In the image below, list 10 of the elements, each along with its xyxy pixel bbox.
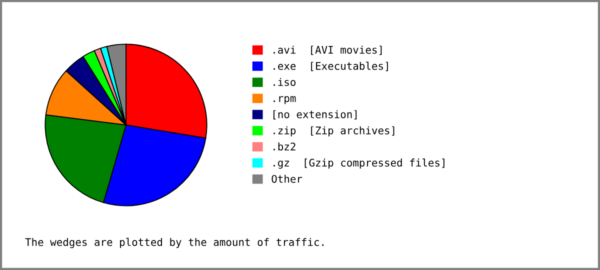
legend-label: .bz2 — [274, 142, 296, 150]
legend-label: .exe [Executables] — [274, 62, 388, 72]
legend-label: .gz [Gzip compressed files] — [274, 158, 444, 169]
legend-label: .iso — [274, 78, 296, 86]
legend-label: .zip [Zip archives] — [274, 126, 394, 136]
legend-label: Other — [272, 174, 302, 183]
legend-label: .rpm — [274, 96, 296, 104]
legend-label: [no extension] — [273, 110, 357, 120]
text: The wedges are plotted by the amount of traffic. — [25, 238, 324, 248]
legend-label: .avi [AVI movies] — [274, 46, 382, 55]
